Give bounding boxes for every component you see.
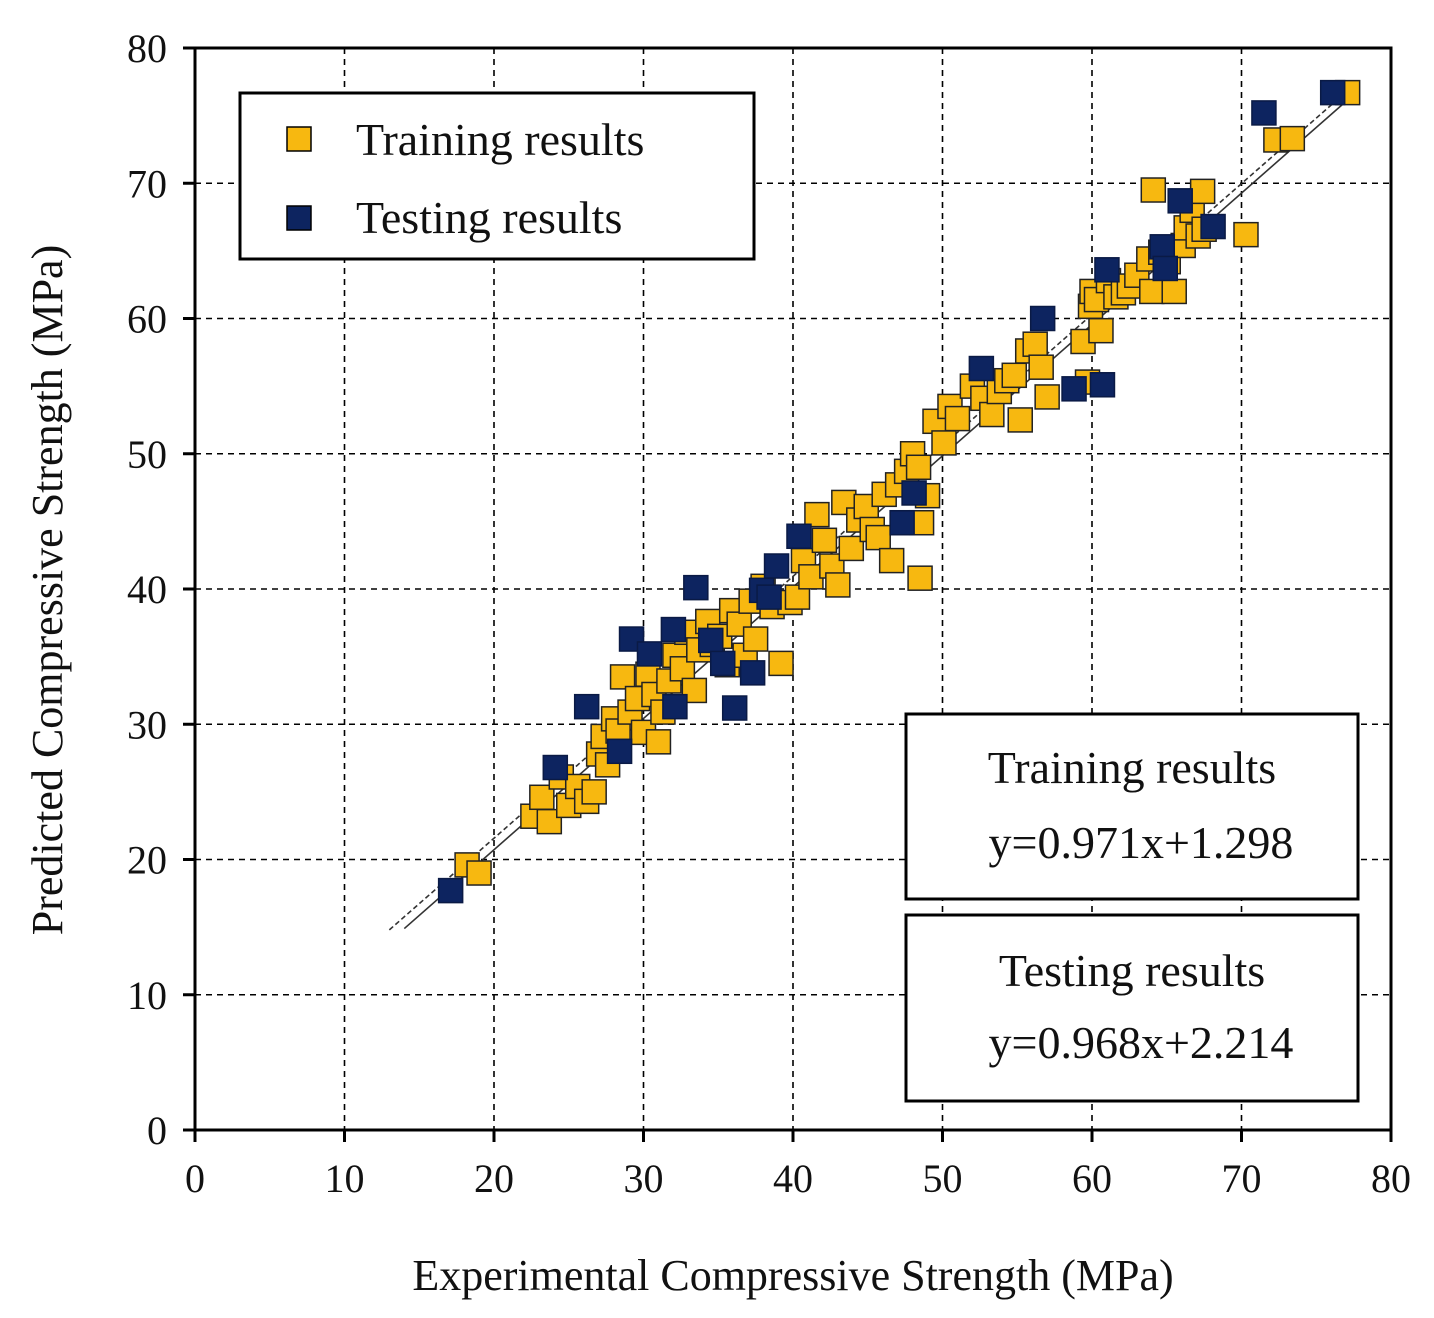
data-point-testing <box>1319 79 1346 106</box>
data-point-training <box>609 664 636 690</box>
y-tick-label: 60 <box>127 297 167 342</box>
data-point-testing <box>1149 234 1176 260</box>
data-point-testing <box>698 627 724 654</box>
data-point-training <box>1022 331 1048 357</box>
data-point-training <box>811 527 838 554</box>
data-point-training <box>1034 384 1060 410</box>
x-tick-label: 30 <box>624 1156 664 1201</box>
data-point-training <box>838 535 865 562</box>
annotation-title-training: Training results <box>988 742 1276 793</box>
y-axis-title: Predicted Compressive Strength (MPa) <box>23 245 72 935</box>
data-point-testing <box>1094 257 1120 283</box>
data-point-training <box>825 572 851 598</box>
data-point-testing <box>1167 188 1193 214</box>
data-point-testing <box>1200 213 1226 240</box>
x-tick-label: 80 <box>1371 1156 1411 1201</box>
legend: Training results Testing results <box>238 91 756 261</box>
data-point-training <box>979 401 1005 428</box>
data-point-training <box>907 565 933 591</box>
y-tick-label: 80 <box>127 26 167 71</box>
y-tick-label: 0 <box>147 1108 167 1153</box>
data-point-training <box>742 626 769 652</box>
y-tick-label: 20 <box>127 838 167 883</box>
data-point-testing <box>739 660 766 686</box>
data-point-testing <box>889 509 915 536</box>
data-point-testing <box>542 754 569 781</box>
legend-label-testing: Testing results <box>356 192 622 243</box>
data-point-testing <box>1029 305 1056 332</box>
data-point-training <box>1279 125 1306 152</box>
data-point-testing <box>1061 376 1087 402</box>
data-point-training <box>1140 177 1167 203</box>
legend-box <box>238 91 756 261</box>
data-point-testing <box>901 480 927 506</box>
data-point-testing <box>709 650 736 677</box>
x-tick-label: 0 <box>185 1156 205 1201</box>
data-point-training <box>905 454 932 481</box>
data-point-testing <box>636 641 663 667</box>
legend-marker-training <box>286 126 312 152</box>
x-tick-label: 40 <box>773 1156 813 1201</box>
data-point-testing <box>968 355 995 382</box>
x-tick-label: 70 <box>1222 1156 1262 1201</box>
y-tick-label: 30 <box>127 702 167 747</box>
data-point-training <box>1161 278 1187 305</box>
annotation-testing: Testing results y=0.968x+2.214 <box>904 913 1360 1103</box>
annotation-title-testing: Testing results <box>999 945 1265 996</box>
annotation-training: Training results y=0.971x+1.298 <box>904 712 1360 901</box>
data-point-testing <box>437 877 464 904</box>
data-point-training <box>922 408 948 435</box>
data-point-testing <box>1152 255 1179 282</box>
data-point-testing <box>786 523 812 550</box>
annotation-box-training <box>904 712 1360 901</box>
data-point-training <box>1233 221 1259 248</box>
data-point-training <box>931 430 957 456</box>
data-point-training <box>1189 178 1216 205</box>
data-point-training <box>804 501 830 528</box>
x-tick-label: 50 <box>923 1156 963 1201</box>
data-point-testing <box>606 738 633 765</box>
data-point-training <box>798 564 824 590</box>
legend-label-training: Training results <box>356 114 644 165</box>
data-point-training <box>466 860 492 886</box>
annotation-equation-training: y=0.971x+1.298 <box>989 817 1294 868</box>
data-point-testing <box>573 693 600 720</box>
data-point-testing <box>662 693 688 720</box>
data-points <box>437 79 1361 904</box>
data-point-training <box>1088 317 1114 344</box>
data-point-testing <box>1251 100 1277 126</box>
axis-ticks: 0 10 20 30 40 50 60 70 80 0 10 20 30 40 50 60 70 80 <box>127 26 1411 1201</box>
data-point-training <box>878 547 905 574</box>
x-tick-label: 20 <box>474 1156 514 1201</box>
data-point-testing <box>660 616 687 643</box>
y-tick-label: 10 <box>127 973 167 1018</box>
data-point-testing <box>756 584 782 610</box>
annotation-box-testing <box>904 913 1360 1103</box>
data-point-testing <box>763 553 790 579</box>
y-tick-label: 40 <box>127 567 167 612</box>
data-point-testing <box>1089 372 1116 398</box>
y-tick-label: 70 <box>127 161 167 206</box>
y-tick-label: 50 <box>127 432 167 477</box>
x-tick-label: 10 <box>325 1156 365 1201</box>
data-point-training <box>865 524 891 551</box>
x-tick-label: 60 <box>1072 1156 1112 1201</box>
data-point-training <box>1007 407 1033 433</box>
data-point-training <box>944 405 971 432</box>
data-point-testing <box>683 574 709 601</box>
data-point-training <box>1028 354 1054 380</box>
data-point-testing <box>721 695 748 721</box>
data-point-training <box>581 779 607 805</box>
data-point-training <box>768 650 794 677</box>
x-axis-title: Experimental Compressive Strength (MPa) <box>412 1251 1173 1300</box>
data-point-training <box>1001 362 1028 389</box>
data-point-training <box>645 729 672 755</box>
legend-marker-testing <box>286 205 312 231</box>
data-point-training <box>1139 278 1165 305</box>
annotation-equation-testing: y=0.968x+2.214 <box>989 1017 1294 1068</box>
